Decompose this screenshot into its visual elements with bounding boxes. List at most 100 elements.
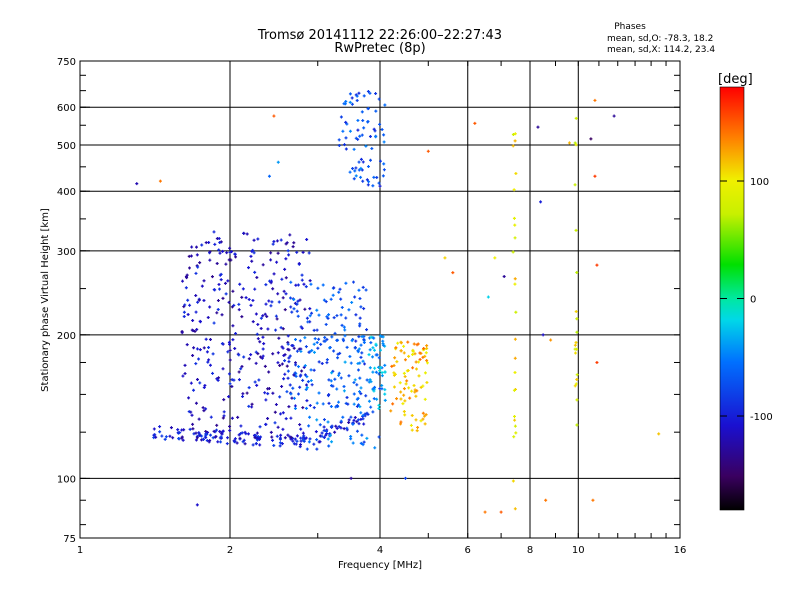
data-point <box>256 436 260 440</box>
data-point <box>340 323 344 327</box>
data-point <box>282 289 286 293</box>
data-point <box>218 287 222 291</box>
data-point <box>280 277 284 281</box>
data-point <box>294 363 298 367</box>
data-point <box>425 381 429 385</box>
data-point <box>135 182 139 186</box>
data-point <box>318 440 322 444</box>
data-point <box>352 280 356 284</box>
data-point <box>411 366 415 370</box>
data-point <box>275 260 279 264</box>
data-point <box>399 341 403 345</box>
data-point <box>258 443 262 447</box>
data-point <box>357 288 361 292</box>
data-point <box>327 444 331 448</box>
data-point <box>356 128 360 132</box>
data-point <box>375 353 379 357</box>
data-point <box>357 335 361 339</box>
data-point <box>307 424 311 428</box>
data-point <box>322 418 326 422</box>
data-point <box>240 364 244 368</box>
data-point <box>276 292 280 296</box>
data-point <box>232 378 236 382</box>
data-point <box>350 339 354 343</box>
data-point <box>362 422 366 426</box>
data-point <box>365 178 369 182</box>
data-point <box>293 404 297 408</box>
data-point <box>289 435 293 439</box>
data-point <box>377 406 381 410</box>
data-point <box>188 303 192 307</box>
data-point <box>338 287 342 291</box>
data-point <box>394 346 398 350</box>
data-point <box>354 136 358 140</box>
data-point <box>247 404 251 408</box>
data-point <box>194 310 198 314</box>
data-point <box>361 443 365 447</box>
data-point <box>252 238 256 242</box>
data-point <box>192 432 196 436</box>
data-point <box>589 137 593 141</box>
data-point <box>271 242 275 246</box>
data-point <box>262 342 266 346</box>
data-point <box>365 378 369 382</box>
data-point <box>402 344 406 348</box>
data-point <box>257 378 261 382</box>
data-point <box>333 377 337 381</box>
data-point <box>359 392 363 396</box>
data-point <box>202 437 206 441</box>
data-point <box>228 358 232 362</box>
data-point <box>238 436 242 440</box>
data-point <box>335 404 339 408</box>
data-point <box>368 348 372 352</box>
data-point <box>360 351 364 355</box>
data-point <box>180 435 184 439</box>
data-point <box>315 308 319 312</box>
data-point <box>347 374 351 378</box>
data-point <box>423 422 427 426</box>
data-point <box>407 386 411 390</box>
data-point <box>266 327 270 331</box>
data-point <box>281 427 285 431</box>
data-point <box>512 414 516 418</box>
data-point <box>329 297 333 301</box>
data-point <box>344 281 348 285</box>
data-point <box>344 120 348 124</box>
data-point <box>310 348 314 352</box>
data-point <box>245 232 249 236</box>
data-point <box>347 308 351 312</box>
data-point <box>253 287 257 291</box>
data-point <box>158 425 162 429</box>
data-point <box>575 317 579 321</box>
data-point <box>374 92 378 96</box>
y-tick-label: 200 <box>57 331 76 342</box>
data-point <box>359 355 363 359</box>
data-point <box>188 266 192 270</box>
data-point <box>221 296 225 300</box>
data-point <box>228 342 232 346</box>
data-point <box>372 175 376 179</box>
data-point <box>281 346 285 350</box>
data-point <box>246 432 250 436</box>
data-point <box>312 328 316 332</box>
data-point <box>336 352 340 356</box>
data-point <box>218 251 222 255</box>
data-point <box>280 442 284 446</box>
data-point <box>353 345 357 349</box>
data-point <box>341 415 345 419</box>
data-point <box>270 435 274 439</box>
data-point <box>212 429 216 433</box>
data-point <box>202 279 206 283</box>
data-point <box>367 353 371 357</box>
data-point <box>403 476 407 480</box>
data-point <box>305 383 309 387</box>
data-point <box>299 427 303 431</box>
data-point <box>383 363 387 367</box>
x-tick-label: 2 <box>227 545 233 556</box>
data-point <box>292 307 296 311</box>
data-point <box>299 349 303 353</box>
data-point <box>279 433 283 437</box>
data-point <box>289 305 293 309</box>
data-point <box>201 406 205 410</box>
data-point <box>206 360 210 364</box>
